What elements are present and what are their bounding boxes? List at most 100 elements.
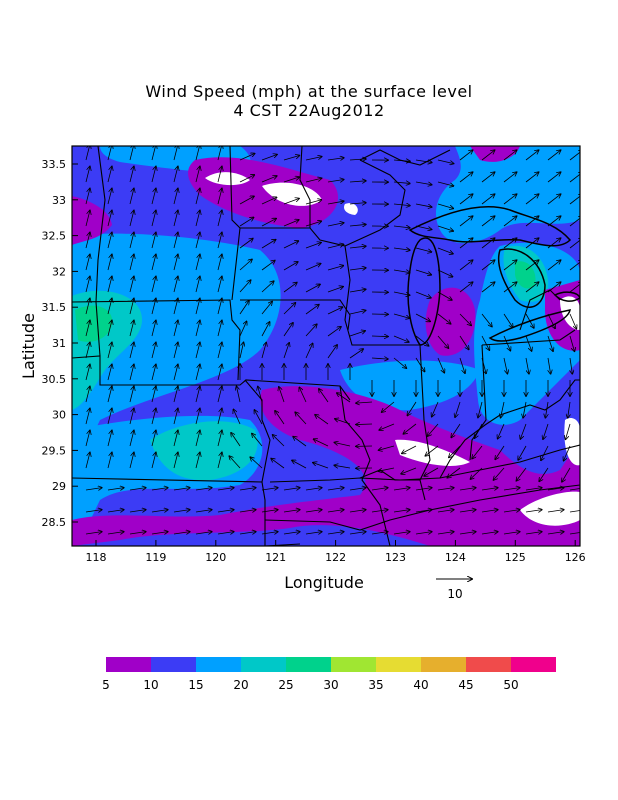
wind-vector bbox=[334, 465, 351, 469]
wind-vector bbox=[437, 269, 453, 277]
wind-vector bbox=[459, 216, 473, 227]
wind-vector bbox=[283, 155, 299, 161]
wind-vector bbox=[547, 313, 555, 328]
wind-vector bbox=[217, 488, 234, 490]
wind-vector bbox=[415, 225, 432, 229]
wind-vector bbox=[564, 445, 571, 461]
wind-vector bbox=[283, 343, 289, 359]
wind-vector bbox=[217, 510, 234, 512]
wind-vector bbox=[327, 488, 344, 490]
wind-vector bbox=[525, 335, 532, 351]
wind-vector bbox=[569, 238, 580, 249]
wind-vector bbox=[151, 146, 156, 161]
wind-vector bbox=[569, 488, 580, 491]
wind-vector bbox=[273, 435, 285, 447]
wind-vector bbox=[151, 452, 156, 469]
wind-vector bbox=[283, 198, 299, 205]
wind-vector bbox=[349, 532, 366, 534]
wind-vector bbox=[393, 335, 409, 342]
colorbar-segment bbox=[286, 657, 331, 672]
map-subtitle: 4 CST 22Aug2012 bbox=[233, 101, 385, 120]
boundary-line bbox=[299, 146, 311, 228]
wind-vector bbox=[437, 203, 453, 208]
wind-vector bbox=[283, 262, 298, 271]
wind-vector bbox=[371, 488, 388, 490]
wind-vector bbox=[217, 430, 222, 447]
wind-vector bbox=[173, 386, 178, 403]
wind-vector bbox=[470, 467, 483, 479]
wind-vector bbox=[327, 532, 344, 534]
wind-vector bbox=[261, 197, 277, 205]
wind-vector bbox=[547, 282, 561, 293]
wind-vector bbox=[305, 510, 322, 512]
wind-vector bbox=[305, 324, 317, 337]
wind-vector bbox=[85, 364, 90, 381]
wind-vector bbox=[349, 310, 366, 315]
x-tick-label: 123 bbox=[385, 551, 406, 564]
wind-vector bbox=[349, 510, 366, 512]
wind-vector bbox=[437, 159, 454, 164]
wind-vector bbox=[261, 219, 276, 227]
wind-vector bbox=[401, 467, 417, 474]
wind-vector bbox=[151, 166, 156, 183]
wind-vector bbox=[382, 401, 395, 412]
wind-vector bbox=[271, 459, 285, 469]
wind-vector bbox=[415, 510, 432, 512]
wind-vector bbox=[459, 488, 476, 490]
calm-area-4 bbox=[395, 439, 470, 466]
colorbar-label: 30 bbox=[323, 678, 338, 692]
wind-vector bbox=[217, 386, 222, 403]
wind-vector bbox=[415, 532, 432, 534]
wind-vector bbox=[415, 203, 432, 207]
wind-vector bbox=[129, 452, 134, 469]
wind-vector bbox=[173, 146, 178, 161]
wind-vector bbox=[393, 488, 410, 490]
wind-vector bbox=[129, 298, 134, 315]
wind-vector bbox=[393, 204, 410, 206]
colorbar-label: 40 bbox=[413, 678, 428, 692]
wind-vector bbox=[481, 357, 486, 373]
wind-vector bbox=[327, 244, 344, 249]
wind-vector bbox=[569, 172, 580, 183]
wind-vector bbox=[349, 488, 366, 490]
wind-vector bbox=[539, 467, 549, 481]
reference-vector: 10 bbox=[436, 579, 472, 601]
wind-vector bbox=[239, 154, 255, 161]
wind-vector bbox=[151, 364, 156, 381]
wind-vector bbox=[407, 401, 417, 415]
wind-vector bbox=[239, 342, 244, 359]
wind-vector bbox=[327, 287, 343, 293]
wind-vector bbox=[437, 225, 453, 231]
wind-vector bbox=[569, 150, 580, 161]
wind-vector bbox=[569, 510, 580, 513]
wind-vector bbox=[261, 488, 278, 490]
wind-vector bbox=[173, 342, 178, 359]
wind-vector bbox=[217, 254, 222, 271]
wind-vector bbox=[523, 401, 527, 418]
x-axis: 118 119 120 121 122 123 124 125 126 bbox=[86, 540, 586, 564]
wind-vector bbox=[356, 402, 373, 403]
wind-vector bbox=[283, 303, 295, 315]
wind-vector bbox=[503, 172, 517, 183]
wind-vector bbox=[415, 357, 425, 371]
wind-vector bbox=[525, 260, 539, 271]
wind-vector bbox=[393, 357, 406, 368]
wind-vector bbox=[195, 146, 200, 161]
wind-vector bbox=[472, 445, 483, 459]
wind-vector bbox=[85, 430, 90, 447]
wind-vector bbox=[261, 532, 278, 534]
wind-vector bbox=[173, 254, 178, 271]
wind-vector bbox=[85, 210, 90, 227]
wind-vector bbox=[315, 415, 329, 425]
wind-vector bbox=[503, 150, 517, 161]
wind-vector bbox=[547, 335, 553, 351]
wind-vector bbox=[151, 408, 156, 425]
wind-vector bbox=[129, 532, 146, 534]
wind-vector bbox=[547, 172, 561, 183]
wind-vector bbox=[327, 510, 344, 512]
wind-vector bbox=[261, 176, 277, 183]
wind-vector bbox=[503, 282, 517, 293]
wind-vector bbox=[547, 216, 561, 227]
wind-vector bbox=[217, 166, 222, 183]
